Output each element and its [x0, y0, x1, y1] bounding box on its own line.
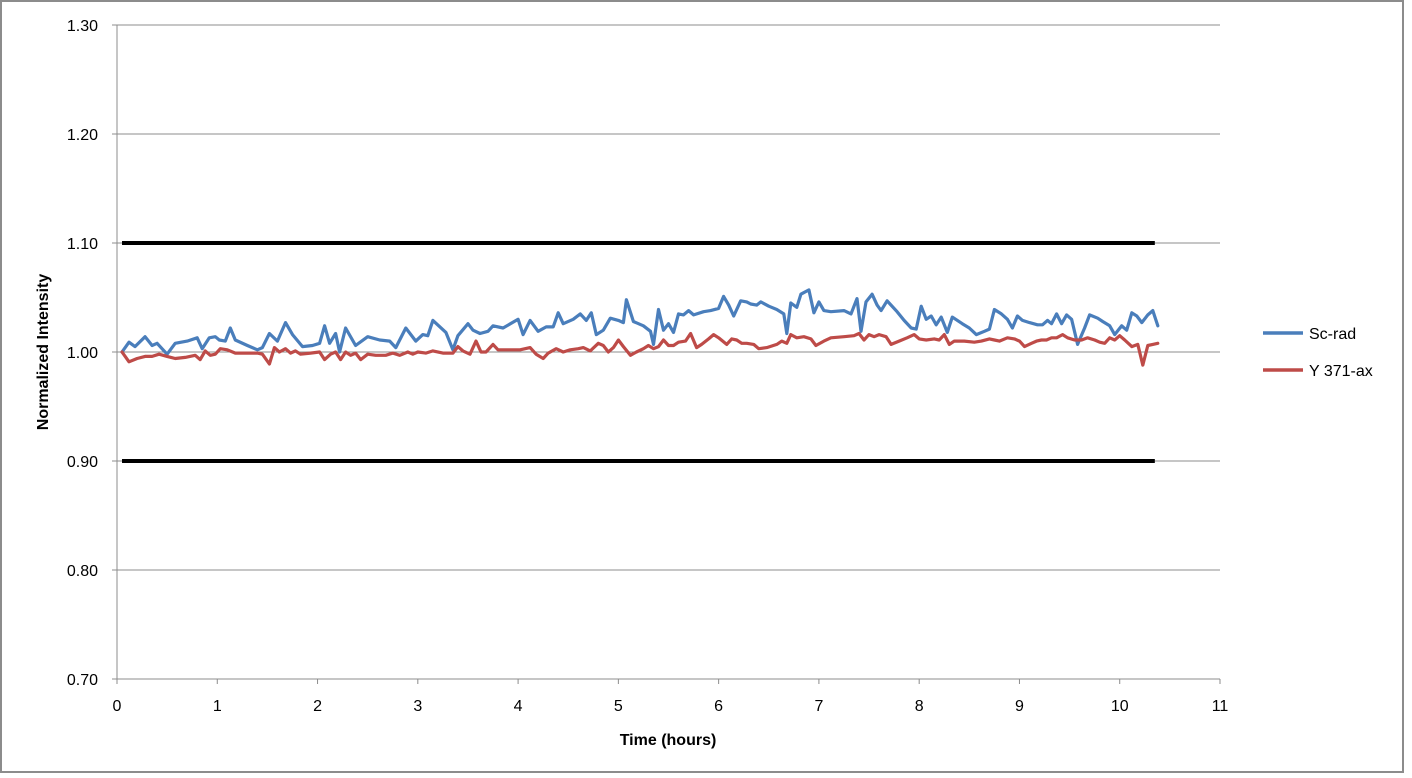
- axes: [112, 24, 1221, 684]
- x-axis-title: Time (hours): [620, 732, 717, 749]
- x-tick-label: 9: [1015, 698, 1024, 715]
- y-tick-label: 0.80: [67, 563, 98, 580]
- y-tick-label: 1.10: [67, 236, 98, 253]
- y-axis-title: Normalized Intensity: [35, 274, 52, 431]
- x-tick-label: 3: [413, 698, 422, 715]
- y-tick-label: 0.70: [67, 672, 98, 689]
- series-line-y-371-ax: [120, 331, 1160, 367]
- legend-label: Y 371-ax: [1309, 363, 1373, 380]
- y-tick-labels: 0.70 0.80 0.90 1.00 1.10 1.20 1.30: [67, 18, 98, 689]
- y-tick-label: 1.20: [67, 127, 98, 144]
- x-tick-label: 2: [313, 698, 322, 715]
- x-tick-label: 4: [514, 698, 523, 715]
- x-tick-label: 5: [614, 698, 623, 715]
- x-tick-label: 6: [714, 698, 723, 715]
- series-line-sc-rad: [120, 288, 1160, 356]
- y-tick-label: 1.00: [67, 345, 98, 362]
- x-tick-label: 8: [915, 698, 924, 715]
- x-tick-label: 11: [1212, 698, 1229, 715]
- y-tick-label: 0.90: [67, 454, 98, 471]
- x-tick-label: 10: [1111, 698, 1129, 715]
- x-tick-label: 7: [814, 698, 823, 715]
- data-series: [120, 288, 1160, 367]
- y-tick-label: 1.30: [67, 18, 98, 35]
- legend: Sc-rad Y 371-ax: [1263, 326, 1373, 380]
- x-tick-label: 1: [213, 698, 222, 715]
- x-tick-label: 0: [113, 698, 122, 715]
- legend-label: Sc-rad: [1309, 326, 1356, 343]
- x-tick-labels: 0 1 2 3 4 5 6 7 8 9 10 11: [113, 698, 1229, 715]
- reference-lines: [122, 241, 1155, 463]
